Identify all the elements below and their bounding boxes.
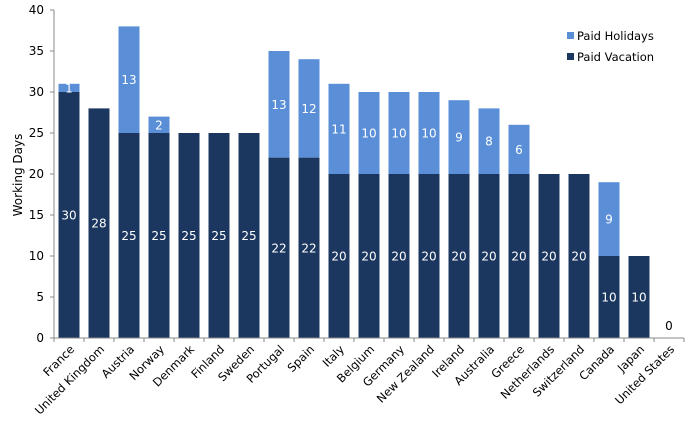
bar-paid-vacation bbox=[508, 174, 530, 338]
data-label: 1 bbox=[65, 81, 73, 95]
bar-paid-vacation bbox=[628, 256, 650, 338]
data-label: 25 bbox=[181, 229, 196, 243]
bar-paid-vacation bbox=[388, 174, 410, 338]
bar-paid-vacation bbox=[328, 174, 350, 338]
data-label: 12 bbox=[301, 102, 316, 116]
y-tick-label: 25 bbox=[29, 126, 44, 140]
data-label: 20 bbox=[541, 250, 556, 264]
bar-paid-holidays bbox=[58, 83, 80, 92]
y-tick-label: 5 bbox=[36, 290, 44, 304]
data-label: 6 bbox=[515, 143, 523, 157]
legend-swatch-vacation bbox=[567, 53, 574, 60]
bar-paid-vacation bbox=[88, 108, 110, 339]
bar-paid-holidays bbox=[148, 116, 170, 133]
bar-paid-holidays bbox=[508, 124, 530, 174]
bar-paid-vacation bbox=[148, 133, 170, 338]
y-tick-label: 15 bbox=[29, 208, 44, 222]
data-label: 11 bbox=[331, 122, 346, 136]
data-label: 20 bbox=[571, 250, 586, 264]
data-label: 25 bbox=[241, 229, 256, 243]
bar-paid-vacation bbox=[118, 133, 140, 338]
data-label: 25 bbox=[211, 229, 226, 243]
bar-paid-holidays bbox=[388, 92, 410, 174]
bar-paid-vacation bbox=[58, 92, 80, 338]
data-label: 10 bbox=[391, 127, 406, 141]
bar-paid-holidays bbox=[448, 100, 470, 174]
bar-paid-vacation bbox=[358, 174, 380, 338]
data-label: 20 bbox=[481, 250, 496, 264]
bar-paid-vacation bbox=[178, 133, 200, 338]
bar-paid-vacation bbox=[538, 174, 560, 338]
y-tick-label: 30 bbox=[29, 85, 44, 99]
data-label: 10 bbox=[631, 291, 646, 305]
bar-paid-vacation bbox=[268, 157, 290, 338]
data-label: 10 bbox=[421, 127, 436, 141]
data-label: 10 bbox=[361, 127, 376, 141]
bar-paid-holidays bbox=[298, 59, 320, 158]
legend: Paid Holidays Paid Vacation bbox=[567, 29, 654, 64]
data-label: 25 bbox=[121, 229, 136, 243]
bar-paid-vacation bbox=[208, 133, 230, 338]
data-label: 13 bbox=[121, 73, 136, 87]
bar-paid-holidays bbox=[418, 92, 440, 174]
bar-paid-vacation bbox=[418, 174, 440, 338]
legend-label-holidays: Paid Holidays bbox=[577, 29, 654, 43]
legend-label-vacation: Paid Vacation bbox=[577, 50, 654, 64]
data-label: 8 bbox=[485, 135, 493, 149]
data-label: 25 bbox=[151, 229, 166, 243]
data-label: 20 bbox=[331, 250, 346, 264]
y-axis-label: Working Days bbox=[11, 134, 25, 217]
bar-paid-holidays bbox=[358, 92, 380, 174]
data-label: 22 bbox=[301, 241, 316, 255]
bar-paid-vacation bbox=[298, 157, 320, 338]
data-label: 20 bbox=[451, 250, 466, 264]
legend-swatch-holidays bbox=[567, 32, 574, 39]
data-label: 2 bbox=[155, 118, 163, 132]
bar-paid-vacation bbox=[448, 174, 470, 338]
bar-paid-holidays bbox=[118, 26, 140, 133]
data-label: 9 bbox=[605, 213, 613, 227]
bar-paid-vacation bbox=[598, 256, 620, 338]
data-label: 9 bbox=[455, 131, 463, 145]
y-tick-label: 40 bbox=[29, 3, 44, 17]
y-tick-label: 20 bbox=[29, 167, 44, 181]
bar-paid-holidays bbox=[268, 51, 290, 158]
data-label: 20 bbox=[511, 250, 526, 264]
bar-paid-holidays bbox=[598, 182, 620, 256]
bar-paid-vacation bbox=[568, 174, 590, 338]
bar-paid-vacation bbox=[478, 174, 500, 338]
bar-paid-vacation bbox=[238, 133, 260, 338]
x-tick-label: Spain bbox=[284, 342, 317, 375]
bar-paid-holidays bbox=[478, 108, 500, 174]
y-tick-label: 35 bbox=[29, 44, 44, 58]
data-label: 20 bbox=[421, 250, 436, 264]
data-label: 13 bbox=[271, 98, 286, 112]
data-label: 20 bbox=[391, 250, 406, 264]
y-tick-label: 10 bbox=[29, 249, 44, 263]
data-label: 0 bbox=[665, 319, 673, 333]
data-label: 10 bbox=[601, 291, 616, 305]
data-label: 30 bbox=[61, 209, 76, 223]
y-tick-label: 0 bbox=[36, 331, 44, 345]
bar-paid-holidays bbox=[328, 83, 350, 174]
data-label: 20 bbox=[361, 250, 376, 264]
data-label: 22 bbox=[271, 241, 286, 255]
data-label: 28 bbox=[91, 217, 106, 231]
